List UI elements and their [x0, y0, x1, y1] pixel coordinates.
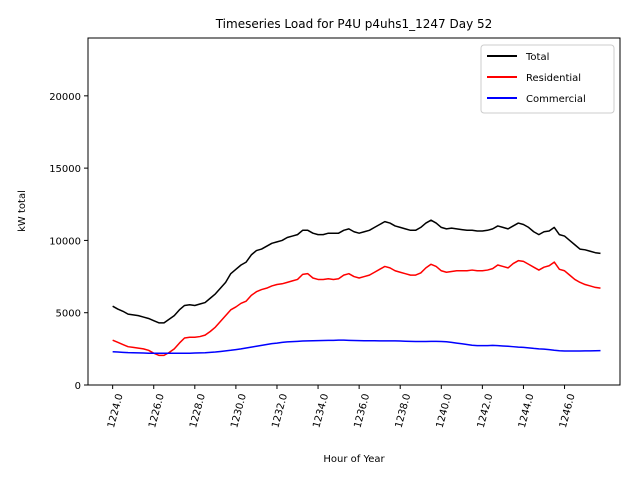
x-tick-label: 1236.0	[353, 393, 373, 430]
y-tick-label: 20000	[49, 92, 81, 103]
x-tick-label: 1230.0	[229, 393, 249, 430]
x-tick-label: 1228.0	[188, 393, 208, 430]
plot-frame	[87, 37, 621, 386]
series-line-commercial	[112, 339, 601, 354]
chart-title: Timeseries Load for P4U p4uhs1_1247 Day …	[215, 17, 493, 31]
x-axis-ticks: 1224.0 1226.0 1228.0 1230.0 1232.0 1234.0 1236…	[106, 385, 578, 429]
x-tick-label: 1234.0	[311, 393, 331, 430]
x-tick-label: 1242.0	[476, 393, 496, 430]
y-tick-label: 15000	[49, 164, 81, 175]
legend-label-total: Total	[525, 52, 549, 63]
y-tick-label: 0	[75, 381, 81, 392]
series-line-total	[112, 219, 601, 324]
series-line-residential	[112, 259, 601, 357]
x-tick-label: 1226.0	[147, 393, 167, 430]
x-axis-label: Hour of Year	[323, 454, 385, 465]
x-tick-label: 1232.0	[270, 393, 290, 430]
y-axis-label: kW total	[17, 190, 28, 232]
legend: Total Residential Commercial	[480, 44, 615, 114]
legend-label-commercial: Commercial	[526, 94, 586, 105]
x-tick-label: 1246.0	[558, 393, 578, 430]
legend-box	[480, 44, 615, 114]
plot-area	[112, 219, 601, 357]
legend-label-residential: Residential	[526, 73, 581, 84]
y-tick-label: 10000	[49, 236, 81, 247]
y-tick-label: 5000	[56, 309, 81, 320]
x-tick-label: 1240.0	[435, 393, 455, 430]
x-tick-label: 1224.0	[106, 393, 126, 430]
x-tick-label: 1238.0	[394, 393, 414, 430]
x-tick-label: 1244.0	[517, 393, 537, 430]
y-axis-ticks: 0 5000 10000 15000 20000	[49, 92, 88, 392]
